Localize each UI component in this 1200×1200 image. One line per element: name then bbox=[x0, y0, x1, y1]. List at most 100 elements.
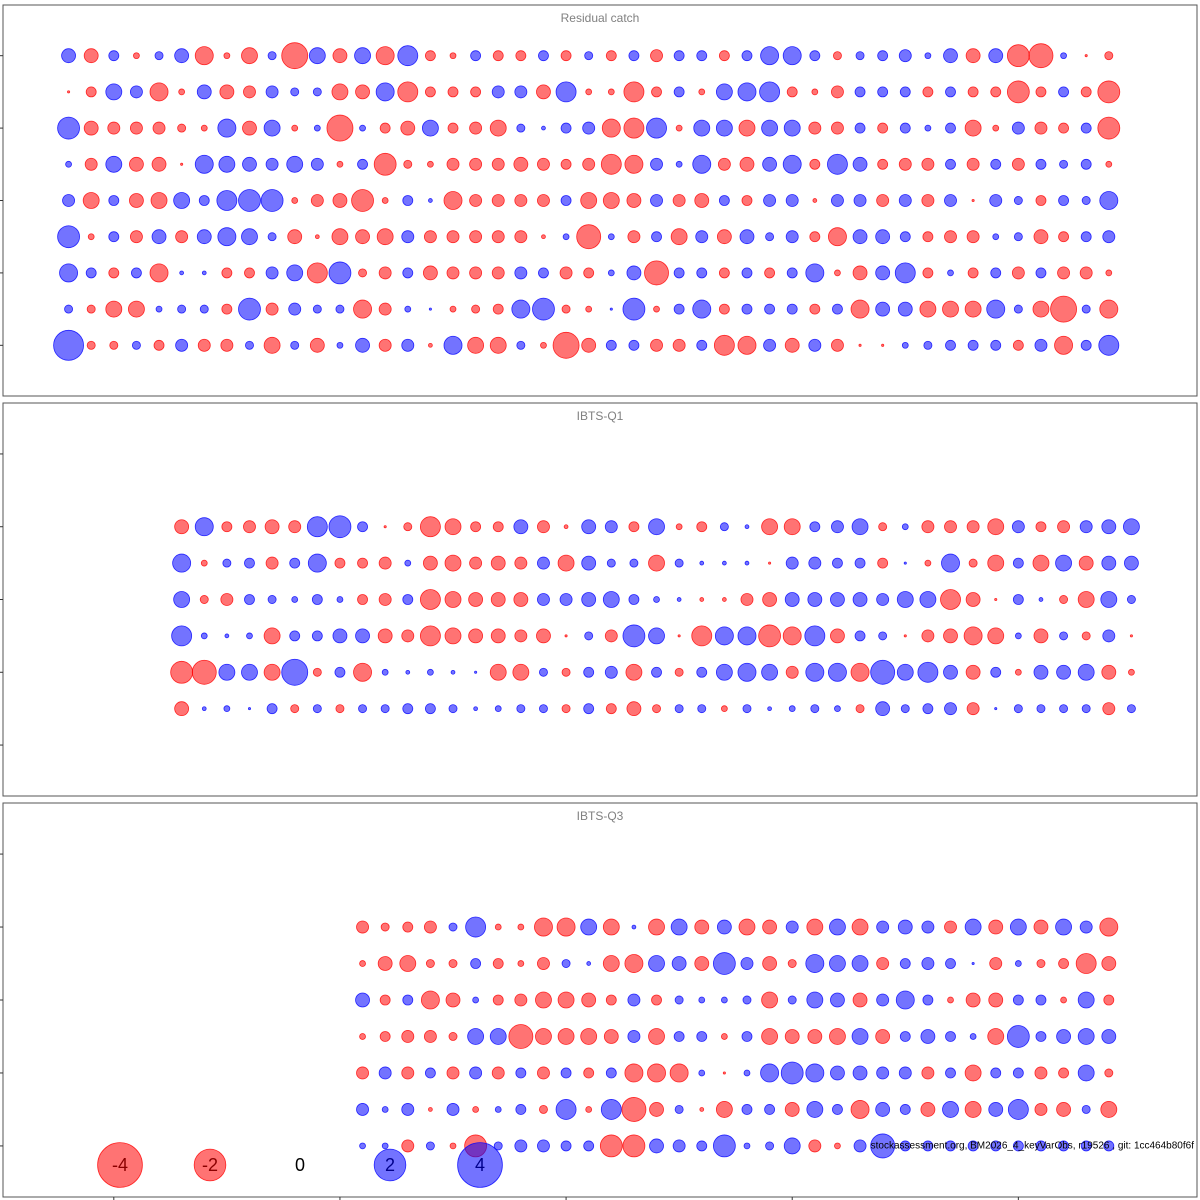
residual-bubble bbox=[489, 119, 507, 137]
residual-bubble bbox=[61, 48, 76, 64]
residual-bubble bbox=[561, 959, 571, 968]
residual-bubble bbox=[288, 520, 302, 534]
residual-bubble bbox=[491, 194, 505, 207]
residual-bubble bbox=[767, 706, 772, 712]
residual-bubble bbox=[786, 303, 798, 315]
residual-bubble bbox=[674, 667, 684, 677]
residual-bubble bbox=[1105, 269, 1113, 277]
residual-bubble bbox=[332, 193, 348, 208]
residual-bubble bbox=[1012, 1067, 1024, 1079]
residual-bubble bbox=[151, 229, 167, 245]
residual-bubble bbox=[808, 556, 822, 570]
residual-bubble bbox=[832, 303, 843, 315]
residual-bubble bbox=[1081, 1105, 1091, 1114]
residual-bubble bbox=[763, 194, 777, 207]
residual-bubble bbox=[403, 159, 413, 169]
residual-bubble bbox=[649, 1138, 664, 1154]
residual-bubble bbox=[560, 1140, 572, 1152]
residual-bubble bbox=[492, 958, 504, 969]
residual-bubble bbox=[356, 1066, 369, 1080]
residual-bubble bbox=[988, 48, 1004, 64]
residual-bubble bbox=[492, 994, 504, 1006]
residual-bubble bbox=[922, 86, 934, 98]
residual-bubble bbox=[898, 157, 912, 171]
residual-bubble bbox=[334, 666, 346, 678]
residual-bubble bbox=[853, 1139, 867, 1153]
residual-bubble bbox=[675, 160, 683, 168]
residual-bubble bbox=[881, 343, 885, 347]
residual-bubble bbox=[1100, 1101, 1118, 1118]
residual-bubble bbox=[307, 553, 327, 573]
residual-bubble bbox=[605, 994, 617, 1006]
residual-bubble bbox=[1009, 918, 1027, 936]
residual-bubble bbox=[947, 996, 954, 1004]
residual-bubble bbox=[238, 189, 261, 212]
residual-bubble bbox=[921, 157, 935, 171]
residual-bubble bbox=[877, 86, 889, 98]
residual-bubble bbox=[281, 42, 309, 70]
residual-bubble bbox=[964, 1064, 982, 1082]
residual-bubble bbox=[987, 518, 1005, 536]
residual-bubble bbox=[86, 340, 96, 350]
residual-bubble bbox=[108, 231, 120, 243]
residual-bubble bbox=[785, 194, 799, 207]
residual-bubble bbox=[942, 1101, 959, 1118]
residual-bubble bbox=[990, 339, 1002, 351]
residual-bubble bbox=[402, 703, 414, 715]
residual-bubble bbox=[626, 701, 642, 717]
residual-bubble bbox=[922, 231, 934, 243]
residual-bubble bbox=[624, 954, 644, 973]
residual-bubble bbox=[673, 86, 685, 98]
residual-bubble bbox=[357, 521, 368, 533]
residual-bubble bbox=[740, 957, 754, 970]
residual-bubble bbox=[783, 1137, 801, 1155]
residual-bubble bbox=[247, 707, 252, 711]
residual-bubble bbox=[1099, 917, 1119, 937]
residual-bubble bbox=[306, 262, 328, 284]
residual-bubble bbox=[281, 658, 309, 686]
residual-bubble bbox=[423, 920, 437, 934]
residual-bubble bbox=[1011, 157, 1025, 171]
residual-bubble bbox=[651, 994, 662, 1006]
residual-bubble bbox=[876, 920, 890, 934]
residual-bubble bbox=[492, 303, 504, 315]
residual-bubble bbox=[629, 558, 639, 568]
residual-bubble bbox=[877, 50, 889, 62]
residual-bubble bbox=[175, 338, 189, 352]
residual-bubble bbox=[1126, 704, 1136, 714]
residual-bubble bbox=[401, 629, 415, 643]
residual-bubble bbox=[784, 1029, 800, 1044]
residual-bubble bbox=[673, 50, 685, 62]
residual-bubble bbox=[850, 662, 870, 682]
residual-bubble bbox=[900, 704, 910, 714]
residual-bubble bbox=[877, 158, 889, 170]
residual-bubble bbox=[1034, 121, 1048, 135]
residual-bubble bbox=[469, 194, 483, 207]
residual-bubble bbox=[764, 303, 776, 315]
residual-bubble bbox=[647, 1063, 666, 1083]
residual-bubble bbox=[764, 1104, 776, 1115]
residual-bubble bbox=[515, 50, 527, 62]
residual-bubble bbox=[532, 297, 555, 321]
residual-bubble bbox=[242, 156, 257, 172]
residual-bubble bbox=[628, 594, 640, 605]
residual-bubble bbox=[59, 263, 79, 283]
residual-bubble bbox=[650, 338, 663, 352]
residual-bubble bbox=[903, 561, 907, 565]
residual-bubble bbox=[674, 704, 684, 714]
residual-bubble bbox=[648, 1028, 665, 1045]
residual-bubble bbox=[378, 338, 392, 352]
residual-bubble bbox=[381, 668, 389, 676]
residual-bubble bbox=[855, 704, 865, 714]
residual-bubble bbox=[1035, 267, 1047, 279]
residual-bubble bbox=[965, 48, 981, 64]
residual-bubble bbox=[514, 556, 528, 570]
residual-bubble bbox=[560, 122, 572, 134]
residual-bubble bbox=[377, 628, 393, 644]
residual-bubble bbox=[672, 1139, 686, 1153]
legend-bubble bbox=[193, 1148, 227, 1182]
residual-bubble bbox=[427, 160, 434, 168]
residual-bubble bbox=[1104, 51, 1114, 61]
residual-bubble bbox=[699, 560, 705, 566]
residual-bubble bbox=[288, 302, 302, 316]
